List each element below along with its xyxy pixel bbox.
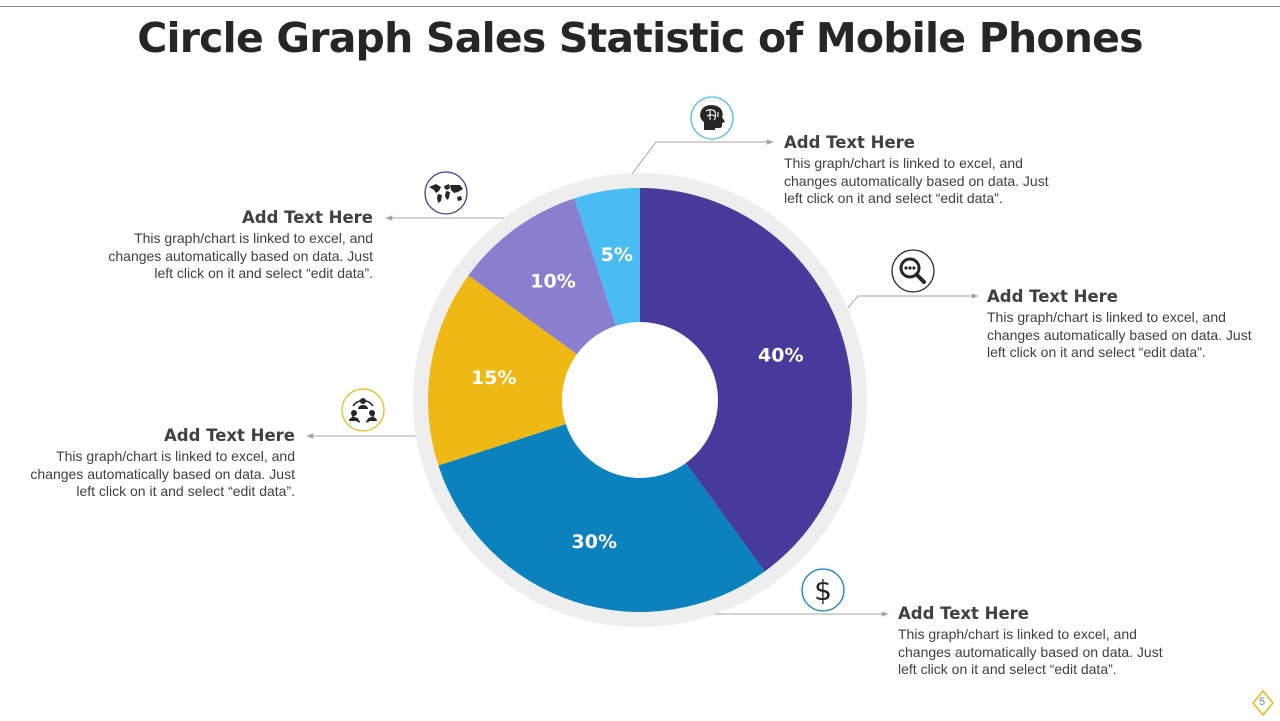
annotation-body: This graph/chart is linked to excel, and… — [987, 309, 1252, 360]
annotation-heading: Add Text Here — [242, 208, 373, 227]
dollar-icon: $ — [801, 568, 845, 612]
top-rule — [0, 6, 1280, 7]
chart-data-label-2: 30% — [572, 531, 617, 553]
chart-hole — [562, 322, 718, 478]
page-number-badge-icon — [1252, 689, 1274, 717]
chart-slice-2 — [438, 400, 765, 612]
annotation-left: Add Text Here This graph/chart is linked… — [0, 426, 295, 501]
annotation-heading: Add Text Here — [164, 426, 295, 445]
annotation-body: This graph/chart is linked to excel, and… — [30, 448, 295, 499]
annotation-top-right: Add Text Here This graph/chart is linked… — [784, 133, 1104, 208]
chart-data-label-1: 40% — [758, 344, 803, 366]
brain-head-icon — [690, 96, 734, 140]
chart-slices — [428, 188, 852, 612]
annotation-heading: Add Text Here — [898, 604, 1029, 623]
leader-line-top-right — [631, 139, 774, 175]
chart-data-label-5: 5% — [601, 244, 633, 266]
page-number: 5 — [1252, 689, 1274, 717]
annotation-heading: Add Text Here — [784, 133, 915, 152]
chart-slice-1 — [640, 188, 852, 572]
chart-data-labels: 40% 30% 15% 10% 5% — [471, 244, 803, 553]
annotation-right: Add Text Here This graph/chart is linked… — [987, 287, 1280, 362]
chart-data-label-4: 10% — [530, 270, 575, 292]
annotation-body: This graph/chart is linked to excel, and… — [108, 230, 373, 281]
page-number-text: 5 — [1258, 696, 1266, 708]
annotation-body: This graph/chart is linked to excel, and… — [784, 155, 1049, 206]
page-title: Circle Graph Sales Statistic of Mobile P… — [137, 14, 1143, 62]
annotation-heading: Add Text Here — [987, 287, 1118, 306]
team-network-icon — [341, 388, 385, 432]
chart-data-label-3: 15% — [471, 367, 516, 389]
annotation-body: This graph/chart is linked to excel, and… — [898, 626, 1163, 677]
annotation-top-left: Add Text Here This graph/chart is linked… — [53, 208, 373, 283]
magnifier-icon — [891, 249, 935, 293]
svg-text:$: $ — [814, 574, 832, 607]
leader-line-right — [847, 293, 979, 309]
world-map-icon — [424, 171, 468, 215]
chart-slice-3 — [428, 275, 640, 466]
annotation-bottom-right: Add Text Here This graph/chart is linked… — [898, 604, 1218, 679]
